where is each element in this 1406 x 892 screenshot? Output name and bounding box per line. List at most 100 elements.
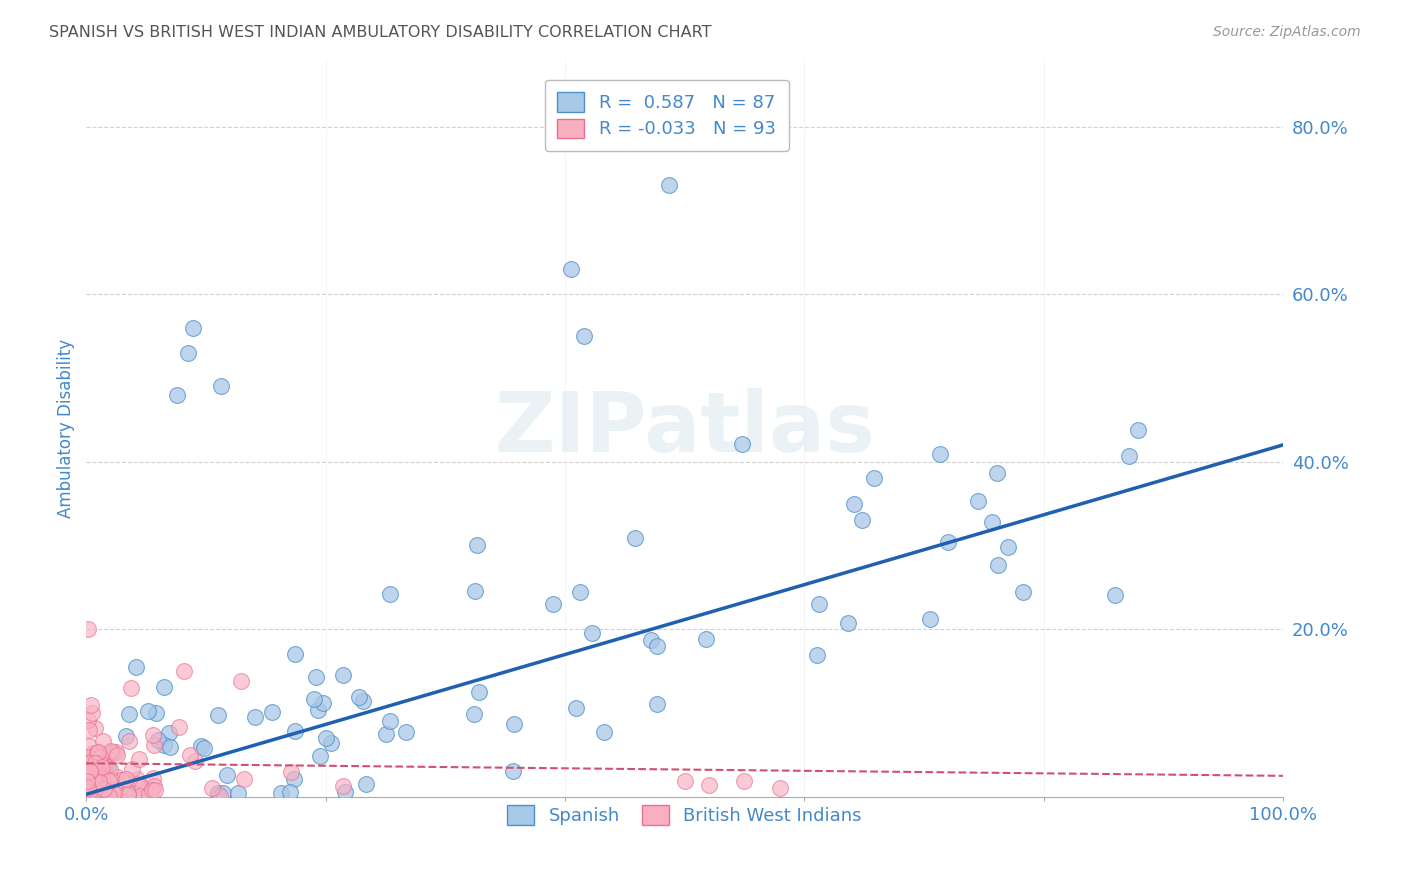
Point: [77, 789, 100, 803]
Point: [76, 756, 98, 770]
Point: [304, 692, 326, 706]
Point: [378, 714, 401, 728]
Point: [837, 616, 859, 631]
Point: [502, 764, 524, 778]
Point: [645, 697, 668, 711]
Point: [467, 685, 489, 699]
Point: [103, 789, 125, 803]
Point: [640, 632, 662, 647]
Point: [110, 773, 132, 788]
Point: [118, 734, 141, 748]
Point: [77, 723, 100, 738]
Point: [117, 707, 139, 722]
Point: [374, 727, 396, 741]
Point: [581, 625, 603, 640]
Point: [87, 745, 110, 759]
Point: [115, 729, 138, 743]
Text: SPANISH VS BRITISH WEST INDIAN AMBULATORY DISABILITY CORRELATION CHART: SPANISH VS BRITISH WEST INDIAN AMBULATOR…: [49, 25, 711, 40]
Point: [138, 704, 160, 718]
Point: [142, 738, 165, 752]
Point: [79, 764, 101, 778]
Point: [100, 772, 122, 787]
Point: [315, 731, 337, 745]
Point: [96, 786, 118, 800]
Point: [153, 681, 176, 695]
Point: [190, 739, 212, 753]
Point: [560, 262, 582, 277]
Point: [87, 770, 110, 784]
Point: [260, 705, 283, 719]
Point: [142, 771, 165, 785]
Point: [93, 781, 115, 796]
Point: [97, 786, 120, 800]
Point: [862, 471, 884, 485]
Point: [86, 782, 108, 797]
Point: [91, 733, 114, 747]
Point: [283, 772, 305, 787]
Point: [142, 728, 165, 742]
Text: ZIPatlas: ZIPatlas: [494, 388, 875, 468]
Point: [80, 783, 103, 797]
Point: [89, 756, 111, 771]
Point: [142, 779, 165, 793]
Point: [215, 768, 238, 782]
Point: [624, 532, 647, 546]
Point: [543, 597, 565, 611]
Point: [77, 785, 100, 799]
Point: [76, 622, 98, 636]
Point: [83, 777, 105, 791]
Point: [305, 669, 328, 683]
Point: [465, 539, 488, 553]
Point: [80, 778, 103, 792]
Point: [125, 772, 148, 786]
Point: [321, 736, 343, 750]
Point: [183, 320, 205, 334]
Y-axis label: Ambulatory Disability: Ambulatory Disability: [58, 339, 75, 517]
Point: [141, 783, 163, 797]
Point: [332, 779, 354, 793]
Point: [82, 746, 104, 760]
Point: [354, 777, 377, 791]
Point: [97, 774, 120, 789]
Point: [332, 668, 354, 682]
Point: [333, 785, 356, 799]
Point: [83, 773, 105, 788]
Point: [307, 704, 329, 718]
Point: [769, 780, 792, 795]
Point: [176, 346, 198, 360]
Point: [117, 789, 139, 803]
Point: [920, 612, 942, 626]
Point: [967, 494, 990, 508]
Point: [145, 706, 167, 720]
Point: [395, 725, 418, 739]
Point: [1126, 423, 1149, 437]
Point: [79, 780, 101, 795]
Point: [97, 787, 120, 801]
Point: [280, 765, 302, 780]
Point: [207, 708, 229, 723]
Point: [981, 515, 1004, 529]
Point: [84, 721, 107, 735]
Point: [105, 748, 128, 763]
Point: [731, 436, 754, 450]
Point: [104, 784, 127, 798]
Point: [352, 693, 374, 707]
Point: [284, 647, 307, 661]
Point: [280, 785, 302, 799]
Point: [284, 724, 307, 739]
Point: [936, 535, 959, 549]
Point: [157, 726, 180, 740]
Point: [201, 781, 224, 796]
Point: [77, 713, 100, 727]
Point: [91, 773, 114, 788]
Point: [179, 748, 201, 763]
Point: [159, 740, 181, 755]
Point: [98, 762, 121, 776]
Point: [851, 513, 873, 527]
Point: [312, 696, 335, 710]
Point: [229, 674, 252, 689]
Point: [97, 760, 120, 774]
Point: [673, 773, 696, 788]
Point: [209, 789, 232, 803]
Point: [117, 787, 139, 801]
